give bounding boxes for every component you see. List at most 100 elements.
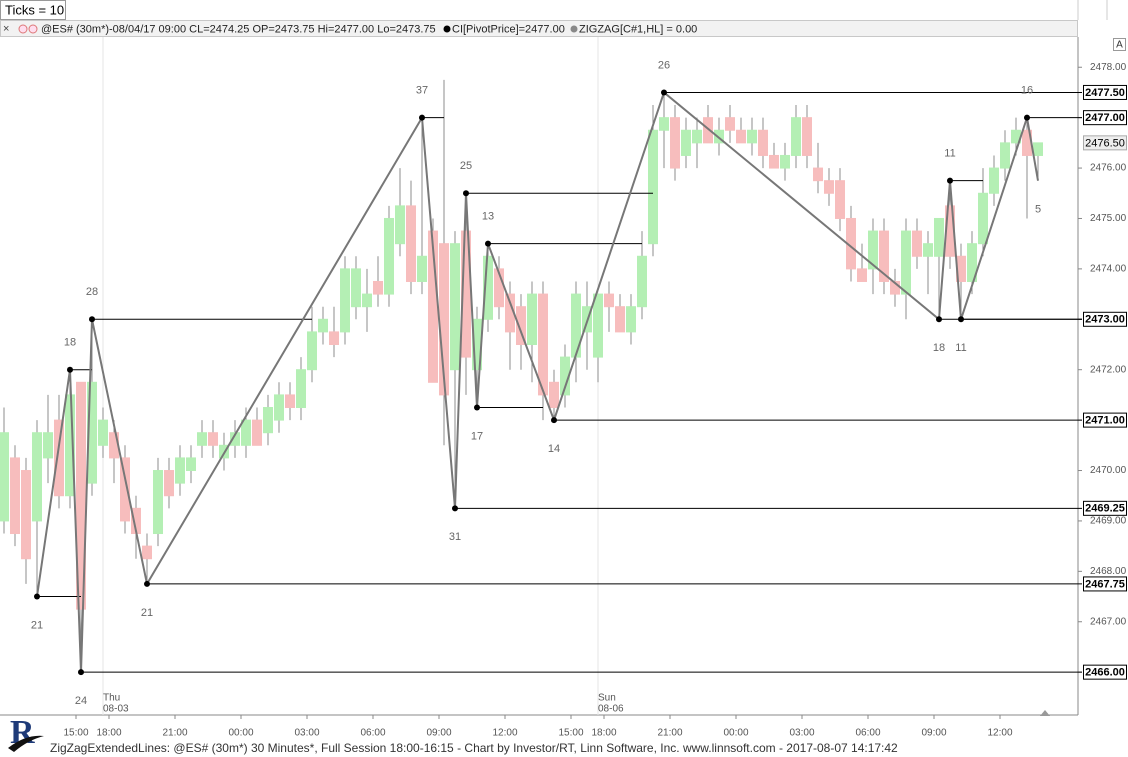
x-tick-label: 18:00 (96, 728, 121, 739)
pivot-dot (661, 89, 667, 96)
price-label-box (1083, 311, 1127, 327)
pivot-dot (78, 669, 84, 676)
x-tick-label: 09:00 (921, 728, 946, 739)
last-price-label-box (1083, 135, 1127, 151)
y-tick-label: 2470.00 (1090, 465, 1127, 476)
candle-body (813, 167, 823, 182)
pivot-dot (67, 366, 73, 373)
candle-body (615, 306, 625, 333)
y-tick-label: 2469.00 (1090, 516, 1127, 527)
pivot-label: 25 (460, 160, 472, 172)
candle-body (593, 293, 603, 358)
candle-body (648, 129, 658, 245)
price-label: 2469.25 (1085, 503, 1125, 515)
pivot-dot (419, 114, 425, 121)
date-label: 08-06 (598, 704, 624, 715)
pivot-label: 5 (1035, 204, 1041, 216)
price-label: 2477.50 (1085, 87, 1125, 99)
candle-body (120, 457, 130, 522)
pivot-label: 24 (75, 695, 87, 707)
candle-body (835, 180, 845, 219)
x-tick-label: 12:00 (987, 728, 1012, 739)
date-label: 08-03 (103, 704, 129, 715)
x-tick-label: 00:00 (723, 728, 748, 739)
candle-body (406, 205, 416, 282)
candle-body (10, 457, 20, 535)
y-tick-label: 2478.00 (1090, 62, 1127, 73)
pivot-label: 18 (933, 342, 945, 354)
candle-body (967, 243, 977, 282)
price-label: 2477.00 (1085, 112, 1125, 124)
candle-body (736, 129, 746, 144)
candle-body (978, 192, 988, 245)
candle-body (747, 129, 757, 144)
pivot-dot (474, 404, 480, 411)
logo-swoosh (8, 735, 44, 752)
candle-body (252, 419, 262, 446)
price-label: 2466.00 (1085, 667, 1125, 679)
candle-body (868, 230, 878, 270)
candle-body (285, 394, 295, 409)
scroll-marker[interactable] (1040, 710, 1050, 716)
candle-body (725, 117, 735, 131)
candle-body (901, 230, 911, 295)
footer-text: ZigZagExtendedLines: @ES# (30m*) 30 Minu… (50, 741, 898, 755)
candle-body (186, 457, 196, 472)
pivot-label: 21 (31, 619, 43, 631)
candle-body (164, 470, 174, 497)
candle-body (879, 230, 889, 282)
candle-body (769, 154, 779, 169)
candle-body (549, 381, 559, 409)
pivot-dot (463, 190, 469, 197)
candle-body (307, 331, 317, 371)
day-label: Thu (103, 693, 120, 704)
color-icon[interactable] (18, 24, 28, 34)
pivot-label: 11 (955, 342, 966, 354)
candle-body (1000, 142, 1010, 169)
candle-body (230, 432, 240, 446)
color-icon[interactable] (28, 24, 38, 34)
auto-scale-button[interactable] (1113, 38, 1126, 51)
price-label-box (1083, 576, 1127, 592)
price-label: 2473.00 (1085, 314, 1125, 326)
ticks-box[interactable] (0, 0, 66, 20)
pivot-label: 28 (86, 286, 98, 298)
candle-body (362, 293, 372, 308)
candle-body (934, 217, 944, 257)
candle-body (538, 293, 548, 396)
pivot-dot (551, 417, 557, 424)
candle-body (780, 154, 790, 169)
last-price-label: 2476.50 (1085, 137, 1125, 149)
candle-body (373, 280, 383, 295)
candle-body (153, 470, 163, 535)
candle-body (241, 419, 251, 446)
price-label: 2467.75 (1085, 578, 1125, 590)
pivot-dot (1024, 114, 1030, 121)
candle-body (197, 432, 207, 446)
pivot-label: 14 (548, 443, 560, 455)
pivot-label: 37 (416, 85, 428, 97)
y-tick-label: 2475.00 (1090, 213, 1127, 224)
close-icon[interactable]: × (3, 23, 9, 35)
pivot-label: 11 (944, 148, 955, 160)
pivot-label: 13 (482, 211, 494, 223)
candle-body (340, 268, 350, 333)
candle-body (703, 117, 713, 144)
auto-scale-label[interactable]: A (1116, 40, 1123, 51)
pivot-label: 31 (449, 531, 461, 543)
candle-body (1033, 142, 1043, 156)
pivot-dot (144, 580, 150, 587)
y-tick-label: 2472.00 (1090, 364, 1127, 375)
candle-body (296, 369, 306, 409)
candle-body (417, 255, 427, 282)
candle-body (54, 419, 64, 497)
y-tick-label: 2468.00 (1090, 566, 1127, 577)
x-tick-label: 15:00 (558, 728, 583, 739)
candle-body (395, 205, 405, 245)
x-tick-label: 15:00 (63, 728, 88, 739)
ci-info: CI[PivotPrice]=2477.00 (452, 23, 565, 35)
y-tick-label: 2474.00 (1090, 264, 1127, 275)
candle-body (21, 470, 31, 560)
